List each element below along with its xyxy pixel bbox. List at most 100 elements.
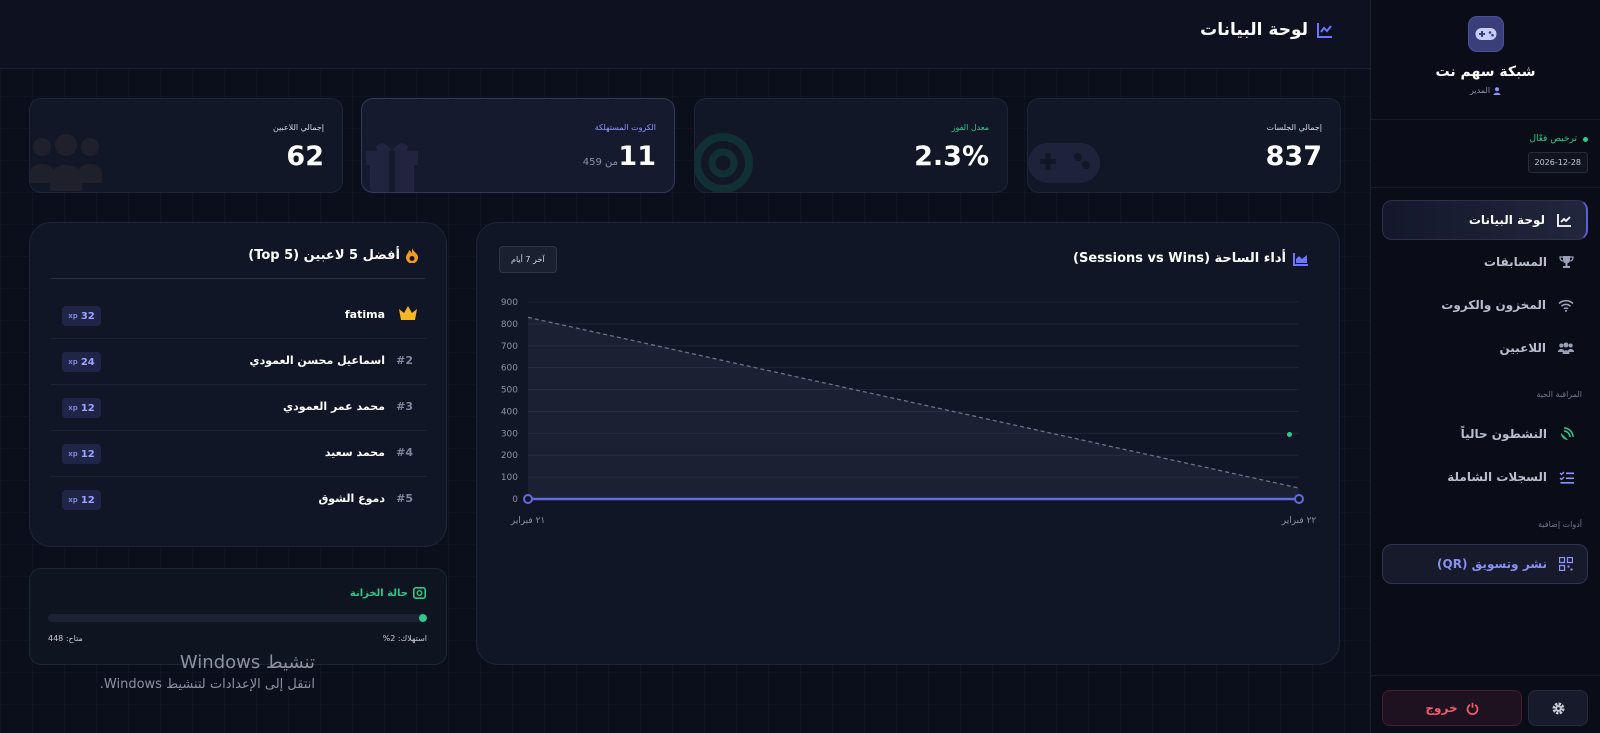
sidebar-item-players[interactable]: اللاعبين xyxy=(1382,328,1588,368)
player-name: اسماعيل محسن العمودي xyxy=(249,354,385,367)
stat-value: 62 xyxy=(286,141,324,172)
wifi-icon xyxy=(1558,299,1574,312)
top-header: لوحة البيانات xyxy=(0,0,1370,69)
windows-activation-watermark: تنشيط Windows انتقل إلى الإعدادات لتنشيط… xyxy=(100,652,315,692)
player-name: محمد عمر العمودي xyxy=(283,400,385,413)
chart-plot: 0 100 200 300 400 500 600 700 800 900 ٢١ فبراير ٢٢… xyxy=(501,298,1317,526)
player-name: دموع الشوق xyxy=(318,492,385,505)
player-rank: #3 xyxy=(396,400,413,413)
sidebar-footer: خروج xyxy=(1370,675,1600,733)
player-xp-badge: 32 xp xyxy=(62,306,101,326)
chart-ytick-label: 100 xyxy=(501,473,518,483)
treasury-title: حالة الخزانة xyxy=(350,587,426,599)
brand-block: شبكة سهم نت المدير xyxy=(1371,0,1600,120)
divider xyxy=(51,278,425,279)
page-title: لوحة البيانات xyxy=(1200,20,1334,40)
windows-activation-title: تنشيط Windows xyxy=(179,652,315,673)
player-row[interactable]: #2 اسماعيل محسن العمودي 24 xp xyxy=(51,339,427,385)
target-icon xyxy=(695,133,753,192)
gamepad-icon xyxy=(1028,143,1100,183)
stat-card-cards-used: الكروت المستهلكة 11 من 459 xyxy=(361,98,675,193)
role-text: المدير xyxy=(1469,86,1491,95)
leaderboard-title-text: أفضل 5 لاعبين (Top 5) xyxy=(248,248,400,263)
treasury-progress-bar xyxy=(48,614,427,622)
chart-range-button[interactable]: آخر 7 أيام xyxy=(499,246,557,273)
users-icon xyxy=(30,134,102,191)
live-indicator-dot xyxy=(1287,431,1292,437)
chart-title-text: أداء الساحة (Sessions vs Wins) xyxy=(1073,251,1286,266)
stat-card-sessions: إجمالي الجلسات 837 xyxy=(1027,98,1341,193)
stat-label: الكروت المستهلكة xyxy=(594,123,656,132)
qrcode-icon xyxy=(1559,557,1573,571)
player-row[interactable]: #4 محمد سعيد 12 xp xyxy=(51,431,427,477)
xp-unit: xp xyxy=(68,358,78,366)
player-row[interactable]: #5 دموع الشوق 12 xp xyxy=(51,477,427,523)
sidebar-item-label: اللاعبين xyxy=(1499,341,1546,355)
sidebar-item-inventory[interactable]: المخزون والكروت xyxy=(1382,285,1588,325)
stat-label: إجمالي اللاعبين xyxy=(272,123,324,132)
player-row[interactable]: #3 محمد عمر العمودي 12 xp xyxy=(51,385,427,431)
sidebar-item-competitions[interactable]: المسابقات xyxy=(1382,242,1588,282)
crown-icon xyxy=(399,306,417,320)
chart-series-line xyxy=(527,316,1300,489)
chart-ytick-label: 700 xyxy=(501,342,518,352)
sidebar-item-label: المسابقات xyxy=(1483,255,1547,269)
license-block: ترخيص فعّال 2026-12-28 xyxy=(1371,120,1600,188)
top-players-card: أفضل 5 لاعبين (Top 5) fatima 32 xp #2 اسم… xyxy=(29,222,447,547)
chart-xtick-label: ٢١ فبراير xyxy=(510,516,546,526)
gift-icon xyxy=(366,143,418,192)
player-xp-badge: 12 xp xyxy=(62,490,101,510)
sidebar-item-active-now[interactable]: النشطون حالياً xyxy=(1287,414,1588,454)
license-status: ترخيص فعّال xyxy=(1383,134,1588,144)
chart-area-icon xyxy=(1293,252,1308,266)
player-xp-badge: 12 xp xyxy=(62,444,101,464)
player-xp: 12 xyxy=(80,448,95,460)
sidebar-item-label: المخزون والكروت xyxy=(1441,298,1546,312)
player-name: محمد سعيد xyxy=(324,446,385,459)
chart-data-point xyxy=(1294,494,1304,504)
player-rank: #2 xyxy=(396,354,413,367)
fire-icon xyxy=(406,248,418,263)
satellite-dish-icon xyxy=(1561,426,1574,440)
treasury-available: متاح: 448 xyxy=(48,634,83,643)
treasury-status-card: حالة الخزانة استهلاك: 2% متاح: 448 xyxy=(29,568,447,665)
stat-card-win-rate: معدل الفوز 2.3% xyxy=(694,98,1008,193)
users-icon xyxy=(1558,342,1574,354)
chart-ytick-label: 800 xyxy=(501,320,518,330)
treasury-progress-fill xyxy=(419,614,427,622)
stat-sub: من 459 xyxy=(582,157,618,168)
brand-logo xyxy=(1467,16,1504,52)
stat-label: معدل الفوز xyxy=(951,123,989,132)
nav-section-tools: أدوات إضافية xyxy=(1538,520,1582,529)
chart-xtick-label: ٢٢ فبراير xyxy=(1281,516,1317,526)
treasury-consumed: استهلاك: 2% xyxy=(382,634,427,643)
stat-label: إجمالي الجلسات xyxy=(1266,123,1322,132)
player-xp-badge: 24 xp xyxy=(62,352,101,372)
user-icon xyxy=(1493,86,1501,95)
sidebar-item-label: نشر وتسويق (QR) xyxy=(1437,557,1547,571)
player-xp: 32 xyxy=(80,310,95,322)
chart-series-area xyxy=(528,317,1299,499)
license-expiry-date: 2026-12-28 xyxy=(1527,152,1588,173)
xp-unit: xp xyxy=(68,404,78,412)
player-row[interactable]: fatima 32 xp xyxy=(51,293,427,339)
sidebar-item-dashboard[interactable]: لوحة البيانات xyxy=(1382,200,1588,240)
leaderboard-title: أفضل 5 لاعبين (Top 5) xyxy=(248,248,418,263)
chart-line-icon xyxy=(1557,214,1571,227)
sidebar-item-qr-marketing[interactable]: نشر وتسويق (QR) xyxy=(1382,544,1588,584)
xp-unit: xp xyxy=(68,496,78,504)
chart-title: أداء الساحة (Sessions vs Wins) xyxy=(1073,251,1309,266)
chart-data-point xyxy=(523,494,533,504)
sidebar-item-logs[interactable]: السجلات الشاملة xyxy=(1382,457,1588,497)
xp-unit: xp xyxy=(68,450,78,458)
settings-button[interactable] xyxy=(1528,690,1588,726)
windows-activation-subtitle: انتقل إلى الإعدادات لتنشيط Windows. xyxy=(99,677,315,692)
sidebar-item-label: النشطون حالياً xyxy=(1460,427,1547,441)
player-rank: #4 xyxy=(396,446,413,459)
gamepad-icon xyxy=(1475,28,1496,40)
sidebar-item-label: لوحة البيانات xyxy=(1468,213,1545,227)
logout-button[interactable]: خروج xyxy=(1382,690,1522,726)
chart-line-icon xyxy=(1317,23,1332,38)
chart-ytick-label: 0 xyxy=(512,495,518,505)
player-rank: #5 xyxy=(396,492,413,505)
